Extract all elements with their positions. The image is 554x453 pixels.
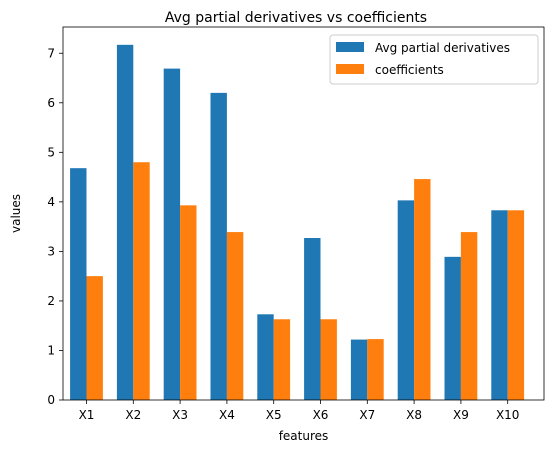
x-tick-label-x5: X5 — [266, 408, 282, 422]
bar-avg-partial-derivatives-x9 — [444, 256, 461, 400]
legend-label-avg-partial-derivatives: Avg partial derivatives — [375, 41, 510, 55]
x-tick-label-x9: X9 — [453, 408, 469, 422]
bar-coefficients-x9 — [460, 232, 478, 400]
bar-avg-partial-derivatives-x1 — [70, 168, 87, 400]
y-tick-label: 3 — [47, 244, 55, 258]
bar-coefficients-x8 — [414, 179, 431, 400]
legend-label-coefficients: coefficients — [375, 63, 444, 77]
bar-coefficients-x5 — [273, 319, 291, 400]
x-tick-label-x8: X8 — [406, 408, 422, 422]
chart-title: Avg partial derivatives vs coefficients — [165, 10, 427, 26]
y-tick-label: 7 — [47, 46, 55, 60]
bar-avg-partial-derivatives-x6 — [304, 238, 321, 400]
bar-avg-partial-derivatives-x5 — [257, 314, 274, 400]
x-tick-label-x6: X6 — [313, 408, 329, 422]
bar-coefficients-x6 — [320, 319, 337, 400]
y-tick-label: 6 — [47, 96, 55, 110]
plot-frame — [62, 26, 545, 401]
x-tick-label-x4: X4 — [219, 408, 235, 422]
bar-avg-partial-derivatives-x2 — [116, 44, 134, 400]
x-tick-label-x2: X2 — [125, 408, 141, 422]
bar-coefficients-x10 — [507, 210, 525, 400]
bar-avg-partial-derivatives-x8 — [397, 200, 415, 400]
legend-swatch-avg-partial-derivatives — [336, 42, 364, 52]
bar-coefficients-x1 — [86, 276, 103, 400]
x-tick-label-x10: X10 — [496, 408, 520, 422]
y-tick-label: 5 — [47, 145, 55, 159]
y-tick-label: 2 — [47, 294, 55, 308]
bar-coefficients-x2 — [133, 162, 150, 400]
legend-frame — [329, 34, 539, 85]
y-tick-label: 0 — [47, 393, 55, 407]
x-tick-label-x7: X7 — [359, 408, 375, 422]
bar-avg-partial-derivatives-x3 — [163, 68, 181, 401]
y-axis-label: values — [9, 194, 23, 233]
legend-swatch-coefficients — [336, 64, 364, 74]
bar-coefficients-x4 — [226, 232, 244, 400]
y-axis: 0 1 2 3 4 5 6 7 — [47, 46, 63, 407]
bar-coefficients-x3 — [180, 205, 197, 400]
y-tick-label: 4 — [47, 195, 55, 209]
bar-avg-partial-derivatives-x10 — [491, 210, 508, 400]
plot-area — [70, 44, 525, 401]
x-axis: X1 X2 X3 X4 X5 X6 X7 X8 X9 X10 — [79, 400, 520, 422]
bar-avg-partial-derivatives-x4 — [210, 92, 227, 400]
x-tick-label-x1: X1 — [79, 408, 95, 422]
legend: Avg partial derivatives coefficients — [329, 34, 539, 85]
bar-avg-partial-derivatives-x7 — [350, 339, 368, 400]
x-axis-label: features — [279, 429, 329, 443]
bar-coefficients-x7 — [367, 339, 384, 400]
x-tick-label-x3: X3 — [172, 408, 188, 422]
y-tick-label: 1 — [47, 343, 55, 357]
